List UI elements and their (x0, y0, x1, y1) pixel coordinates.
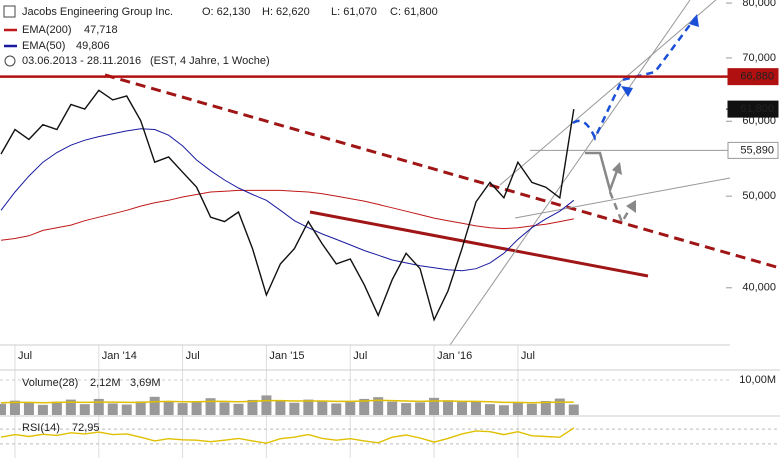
y-tick-label: 40,000 (742, 282, 776, 294)
volume-bar (359, 398, 370, 415)
x-tick-label: Jan '16 (437, 350, 472, 362)
x-tick-label: Jan '15 (269, 350, 304, 362)
volume-bar (443, 400, 454, 415)
volume-bar (121, 404, 132, 415)
volume-last: 2,12M (90, 377, 121, 389)
period-note: (EST, 4 Jahre, 1 Woche) (150, 55, 270, 67)
volume-bar (191, 402, 202, 415)
volume-bar (512, 402, 523, 415)
volume-bar (568, 404, 579, 415)
y-tick-label: 70,000 (742, 52, 776, 64)
y-tick-label: 60,000 (742, 115, 776, 127)
arrow-head (612, 162, 622, 175)
volume-bar (345, 401, 356, 415)
volume-bar (554, 398, 565, 415)
price-tag-label: 66,880 (740, 71, 774, 83)
volume-bar (65, 399, 76, 415)
scenario-arrow (585, 151, 620, 195)
volume-average-label: 3,69M (130, 377, 161, 389)
price-line (0, 427, 575, 444)
volume-bar (23, 402, 34, 415)
legend-value: 49,806 (76, 40, 110, 52)
price-tag (727, 68, 779, 86)
volume-bar (415, 402, 426, 415)
volume-bar (429, 397, 440, 415)
volume-bar (303, 399, 314, 415)
volume-bar (205, 398, 216, 415)
volume-bar (107, 403, 118, 415)
volume-bar (275, 400, 286, 415)
channel-line (514, 177, 731, 219)
x-tick-label: Jan '14 (102, 350, 137, 362)
quote: O: 62,130 (202, 6, 250, 18)
y-tick-label: 10,00M (739, 374, 776, 386)
icon (3, 5, 16, 18)
volume-bar (37, 404, 48, 415)
support-line (309, 210, 649, 278)
volume-bar (149, 396, 160, 415)
x-tick-label: Jul (521, 350, 535, 362)
channel-line (449, 0, 691, 346)
volume-bar (470, 401, 481, 415)
quote: C: 61,800 (390, 6, 438, 18)
volume-bar (51, 401, 62, 415)
price-tag (727, 100, 779, 118)
price-tag-label: 55,890 (740, 144, 774, 156)
volume-bar (331, 403, 342, 415)
volume-bar (79, 404, 90, 415)
y-tick-label: 50,000 (742, 190, 776, 202)
rsi-last: 72,95 (72, 422, 100, 434)
price-line (0, 89, 575, 322)
chart-title: Jacobs Engineering Group Inc. (22, 6, 173, 18)
volume-bar (135, 401, 146, 415)
price-tag (727, 141, 779, 159)
x-tick-label: Jul (18, 350, 32, 362)
volume-bar (233, 403, 244, 415)
volume-bar (9, 400, 20, 415)
channel-line (499, 0, 717, 186)
ema-line (0, 128, 575, 272)
legend-label: EMA(50) (22, 40, 65, 52)
annotations (104, 0, 780, 346)
legend-label: EMA(200) (22, 24, 72, 36)
volume-bar (317, 401, 328, 415)
x-tick-label: Jul (186, 350, 200, 362)
period: 03.06.2013 - 28.11.2016 (22, 55, 141, 67)
volume-bar (373, 397, 384, 415)
quote: L: 61,070 (331, 6, 377, 18)
arrow-head (621, 14, 699, 97)
price-tag-label: 61,800 (740, 103, 774, 115)
volume-bar (484, 404, 495, 415)
quote: H: 62,620 (262, 6, 310, 18)
downtrend-line (104, 73, 780, 270)
y-tick-label: 80,000 (742, 0, 776, 9)
volume-title: Volume(28) (22, 377, 78, 389)
volume-bar (498, 405, 509, 415)
volume-bar (177, 403, 188, 415)
icon (4, 55, 16, 67)
ema-line (0, 189, 574, 241)
volume-bar (247, 399, 258, 415)
rsi-title: RSI(14) (22, 422, 60, 434)
volume-bar (261, 395, 272, 415)
volume-bar (163, 401, 174, 415)
volume-average (0, 399, 574, 404)
volume-bar (219, 402, 230, 415)
volume-bar (289, 402, 300, 415)
legend-value: 47,718 (84, 24, 118, 36)
volume-bar (0, 403, 6, 415)
volume-bar (401, 403, 412, 415)
volume-bar (93, 398, 104, 415)
volume-bar (526, 403, 537, 415)
forecast-arrow (572, 17, 697, 142)
x-tick-label: Jul (353, 350, 367, 362)
volume-bar (540, 401, 551, 415)
volume-bar (457, 402, 468, 415)
volume-bar (387, 401, 398, 415)
arrow-head (626, 200, 636, 213)
